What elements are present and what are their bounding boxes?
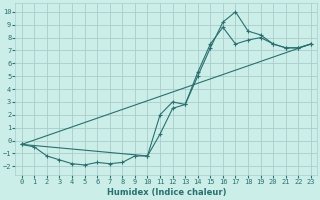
X-axis label: Humidex (Indice chaleur): Humidex (Indice chaleur) <box>107 188 226 197</box>
